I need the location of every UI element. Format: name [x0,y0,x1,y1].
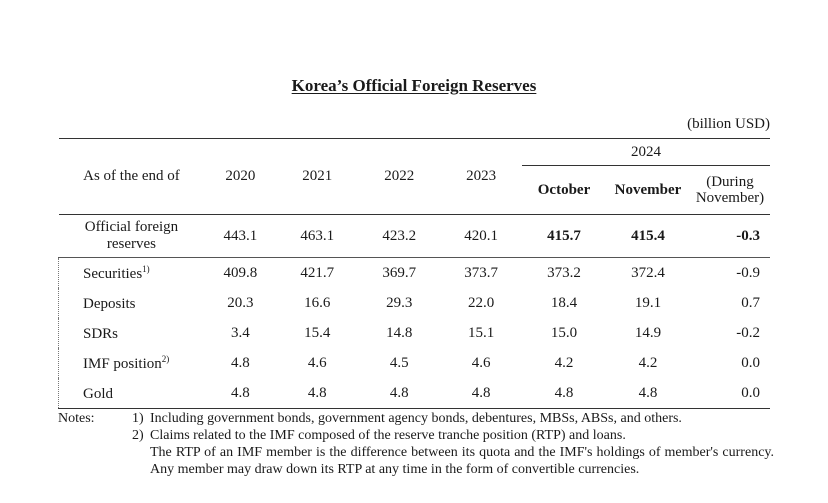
cell-value: 4.2 [638,354,658,371]
header-year: 2022 [358,138,441,215]
notes: Notes: 1) Including government bonds, go… [58,410,774,478]
row-label: SDRs [58,318,205,348]
cell-value: 15.0 [550,324,578,341]
table-row: SDRs 3.4 15.4 14.8 15.1 15.0 14.9 -0.2 [58,318,771,348]
header-row-label: As of the end of [58,138,205,215]
header-october: October [522,165,606,215]
row-label: Official foreign reserves [58,214,205,258]
cell-value: 0.0 [689,378,770,409]
cell-value: 15.1 [467,324,495,341]
table-row: Official foreign reserves 443.1 463.1 42… [58,214,770,258]
table-row: Gold 4.8 4.8 4.8 4.8 4.8 4.8 0.0 [58,378,770,409]
note-number: 2) [132,428,144,443]
cell-value: 4.8 [204,378,277,409]
cell-value: 3.4 [230,324,250,341]
header-year: 2021 [276,138,359,215]
note-text: The RTP of an IMF member is the differen… [150,445,774,477]
cell-value: 19.1 [634,294,662,311]
cell-value: 0.0 [741,354,760,371]
header-year: 2020 [204,138,277,215]
note-text: Claims related to the IMF composed of th… [150,428,626,443]
cell-value: 415.4 [605,214,690,258]
cell-value: -0.9 [736,264,760,281]
cell-value: 4.6 [307,354,327,371]
table-title: Korea’s Official Foreign Reserves [291,76,537,95]
cell-value: 373.7 [464,264,498,281]
cell-value: 29.3 [386,294,413,311]
cell-value: 4.8 [276,378,359,409]
row-label: Deposits [58,288,205,318]
header-november: November [605,165,690,215]
row-label: Securities1) [58,257,205,288]
cell-value: -0.2 [736,324,760,341]
table-row: Deposits 20.3 16.6 29.3 22.0 18.4 19.1 0… [58,288,771,318]
header-year: 2023 [440,138,523,215]
note-1: Notes: 1) Including government bonds, go… [58,410,774,427]
cell-value: 4.8 [522,378,606,409]
cell-value: 372.4 [631,264,665,281]
cell-value: 18.4 [550,294,578,311]
notes-lead: Notes: [58,411,95,426]
cell-value: 369.7 [382,264,417,281]
cell-value: 420.1 [440,214,523,258]
cell-value: 4.8 [440,378,523,409]
row-label: Gold [58,378,205,409]
cell-value: 373.2 [547,264,581,281]
cell-value: 20.3 [227,294,254,311]
note-text: Including government bonds, government a… [150,411,682,426]
cell-value: 4.8 [358,378,441,409]
cell-value: 4.8 [605,378,690,409]
cell-value: 443.1 [204,214,277,258]
header-during: (During November) [689,165,770,215]
unit-label: (billion USD) [687,116,770,132]
note-2: 2) Claims related to the IMF composed of… [58,427,774,444]
cell-value: 4.8 [230,354,250,371]
cell-value: 22.0 [467,294,495,311]
table-row: IMF position2) 4.8 4.6 4.5 4.6 4.2 4.2 0… [58,348,771,378]
cell-value: 14.8 [386,324,413,341]
note-2-continued: The RTP of an IMF member is the differen… [132,444,774,478]
header-group-year: 2024 [522,138,770,166]
cell-value: 14.9 [634,324,662,341]
table-row: Securities1) 409.8 421.7 369.7 373.7 373… [58,257,771,288]
cell-value: 423.2 [358,214,441,258]
cell-value: 0.7 [741,294,760,311]
cell-value: 421.7 [300,264,335,281]
cell-value: 415.7 [522,214,606,258]
reserves-table: As of the end of 2020 2021 2022 2023 202… [58,138,770,409]
cell-value: 4.6 [471,354,491,371]
cell-value: 15.4 [304,324,331,341]
cell-value: 409.8 [223,264,258,281]
note-number: 1) [132,411,144,426]
cell-value: 16.6 [304,294,331,311]
cell-value: 4.5 [389,354,409,371]
cell-value: 463.1 [276,214,359,258]
cell-value: -0.3 [689,214,770,258]
cell-value: 4.2 [554,354,574,371]
row-label: IMF position2) [58,348,205,378]
